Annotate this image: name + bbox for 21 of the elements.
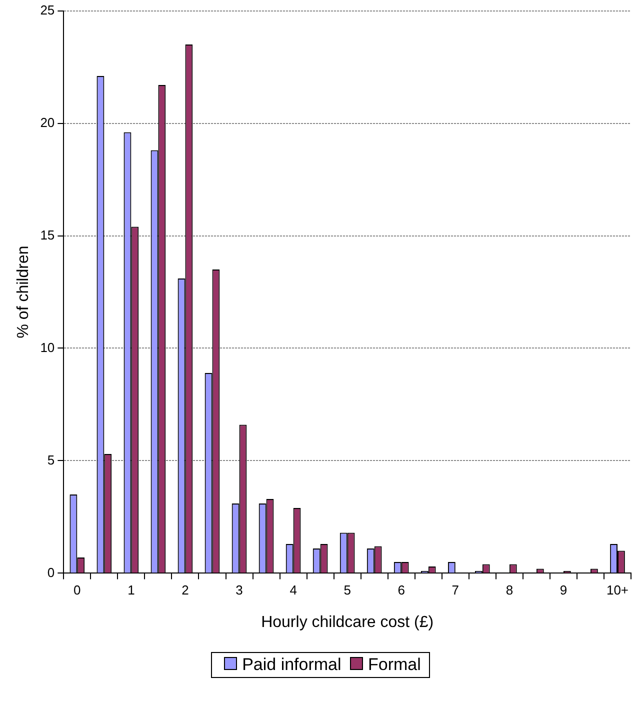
x-tick-label: 7 — [452, 582, 460, 598]
x-tick-label: 0 — [74, 582, 81, 598]
y-tick-label: 20 — [40, 114, 55, 130]
y-tick-label: 25 — [40, 2, 55, 18]
x-tick-label: 8 — [506, 582, 514, 598]
x-axis-title: Hourly childcare cost (£) — [261, 614, 434, 631]
y-tick-label: 15 — [40, 227, 55, 242]
x-tick-label: 5 — [344, 582, 351, 598]
legend-label: Paid informal — [242, 655, 342, 674]
x-tick-label: 3 — [236, 582, 243, 598]
x-tick-label: 1 — [128, 582, 135, 598]
y-tick-label: 0 — [47, 564, 55, 580]
x-tick-label: 4 — [290, 582, 297, 598]
x-tick-label: 9 — [560, 582, 568, 598]
x-tick-label: 6 — [398, 582, 405, 598]
x-tick-label: 10+ — [606, 582, 629, 598]
y-axis-title: % of children — [15, 246, 32, 338]
y-tick-label: 10 — [40, 340, 55, 355]
y-tick-label: 5 — [47, 452, 55, 468]
legend-label: Formal — [368, 655, 421, 674]
x-tick-label: 2 — [182, 582, 189, 598]
